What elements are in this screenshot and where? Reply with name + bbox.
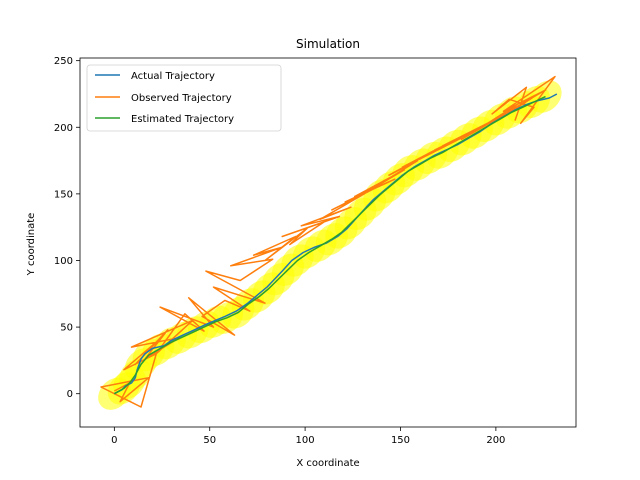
legend-label-actual: Actual Trajectory [131,71,215,82]
legend-label-observed: Observed Trajectory [131,93,232,104]
y-tick-label: 100 [54,256,73,267]
legend-box [86,64,282,132]
legend-label-estimated: Estimated Trajectory [131,114,234,125]
y-axis-label: Y coordinate [26,213,37,277]
y-tick-label: 150 [54,189,73,200]
series-layer [100,75,558,408]
y-tick-label: 200 [54,123,73,134]
x-tick-label: 0 [111,435,117,446]
x-axis-ticks: 0 50 100 150 200 [111,427,505,446]
series-estimated-line [113,95,546,395]
x-tick-label: 100 [296,435,315,446]
axes-frame [79,57,577,428]
y-tick-label: 50 [60,323,73,334]
x-axis-label: X coordinate [296,458,359,469]
series-observed-line [100,75,556,408]
plot-area [79,57,577,428]
y-tick-label: 0 [67,389,73,400]
x-tick-label: 150 [391,435,410,446]
x-tick-label: 50 [203,435,216,446]
chart-title: Simulation [296,37,360,51]
uncertainty-bands [98,80,562,410]
y-axis-ticks: 0 50 100 150 200 250 [54,56,80,400]
legend: Actual Trajectory Observed Trajectory Es… [86,64,282,132]
x-tick-label: 200 [486,435,505,446]
y-tick-label: 250 [54,56,73,67]
